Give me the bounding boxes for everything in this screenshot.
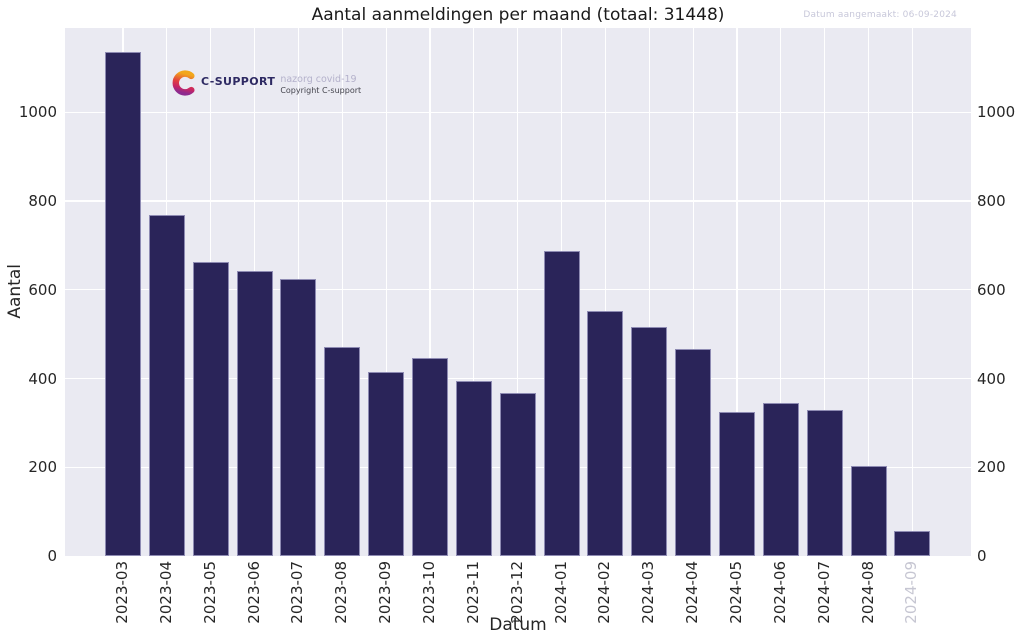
gridline-vertical (429, 28, 431, 556)
gridline-horizontal (65, 200, 971, 202)
gridline-vertical (385, 28, 387, 556)
y-tick-label-right: 600 (977, 280, 1006, 299)
gridline-horizontal (65, 377, 971, 380)
bar-2023-07 (280, 279, 317, 556)
y-tick-label-right: 200 (977, 458, 1006, 477)
y-tick-label-left: 200 (28, 458, 57, 477)
gridline-vertical (341, 28, 343, 556)
bar-2024-04 (675, 349, 712, 556)
x-tick-label-2023-09: 2023-09 (376, 561, 395, 624)
bar-2024-03 (631, 326, 668, 556)
creation-date-annotation: Datum aangemaakt: 06-09-2024 (803, 10, 957, 20)
plot-area (65, 28, 971, 556)
y-tick-label-right: 1000 (977, 103, 1016, 122)
gridline-vertical (473, 28, 475, 556)
gridline-horizontal (65, 111, 971, 113)
x-tick-label-2024-05: 2024-05 (727, 561, 746, 624)
bar-2024-01 (543, 250, 580, 556)
x-tick-label-2023-12: 2023-12 (507, 561, 526, 624)
bar-2023-12 (499, 392, 536, 556)
logo: C-SUPPORT nazorg covid-19 Copyright C-su… (171, 70, 361, 96)
bar-2024-07 (806, 409, 843, 556)
gridline-vertical (911, 28, 914, 556)
x-tick-label-2023-10: 2023-10 (420, 561, 439, 624)
x-tick-label-2023-04: 2023-04 (156, 561, 175, 624)
x-tick-label-2023-06: 2023-06 (244, 561, 263, 624)
logo-tagline: nazorg covid-19 (280, 74, 357, 85)
c-support-logo-icon (172, 70, 195, 96)
x-tick-label-2024-07: 2024-07 (814, 561, 833, 624)
bar-2023-10 (412, 358, 449, 556)
gridline-vertical (824, 28, 826, 556)
x-tick-label-2024-06: 2024-06 (770, 561, 789, 624)
bar-2023-04 (148, 214, 185, 556)
bar-2024-09 (894, 530, 931, 556)
x-tick-label-2024-02: 2024-02 (595, 561, 614, 624)
gridline-vertical (648, 28, 650, 556)
gridline-vertical (736, 28, 738, 556)
bar-2024-02 (587, 311, 624, 556)
gridline-vertical (517, 28, 519, 556)
bar-2024-08 (850, 466, 887, 556)
y-tick-label-right: 0 (977, 547, 987, 565)
y-tick-label-left: 1000 (18, 103, 57, 122)
logo-copyright: Copyright C-support (280, 86, 362, 95)
x-tick-label-2023-11: 2023-11 (463, 561, 482, 624)
gridline-vertical (780, 28, 782, 556)
y-tick-label-left: 400 (28, 369, 57, 388)
bar-2023-09 (368, 371, 405, 556)
x-tick-label-2024-09: 2024-09 (902, 561, 921, 624)
x-tick-label-2024-04: 2024-04 (683, 561, 702, 624)
bar-2024-06 (762, 402, 799, 556)
x-axis-label: Datum (489, 615, 547, 635)
x-tick-label-2023-03: 2023-03 (113, 561, 131, 624)
bar-2023-06 (236, 271, 273, 556)
bar-2024-05 (719, 412, 756, 556)
x-tick-label-2023-05: 2023-05 (200, 561, 219, 624)
y-tick-label-left: 0 (47, 547, 57, 565)
gridline-vertical (604, 28, 607, 556)
bar-2023-08 (324, 347, 361, 556)
x-tick-label-2024-03: 2024-03 (639, 561, 658, 624)
y-tick-label-right: 800 (977, 192, 1006, 211)
x-tick-label-2023-07: 2023-07 (288, 561, 307, 624)
y-tick-label-left: 600 (28, 280, 57, 299)
chart-title: Aantal aanmeldingen per maand (totaal: 3… (311, 5, 725, 25)
bar-2023-05 (192, 261, 229, 556)
y-tick-label-left: 800 (28, 192, 57, 211)
bar-2023-03 (105, 51, 141, 556)
logo-brand-text: C-SUPPORT (201, 75, 276, 88)
gridline-vertical (692, 28, 694, 556)
bar-2023-11 (455, 381, 492, 556)
gridline-vertical (868, 28, 870, 556)
x-tick-label-2024-08: 2024-08 (858, 561, 877, 624)
x-tick-label-2023-08: 2023-08 (332, 561, 351, 624)
x-tick-label-2024-01: 2024-01 (551, 561, 570, 624)
y-tick-label-right: 400 (977, 369, 1006, 388)
gridline-horizontal (65, 289, 971, 291)
